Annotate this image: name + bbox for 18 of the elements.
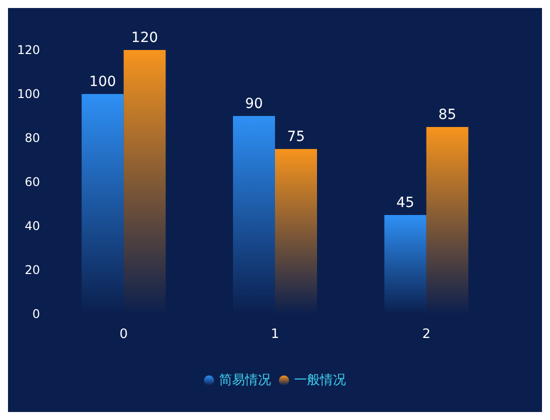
data-label: 75 xyxy=(287,129,305,145)
y-tick-label: 100 xyxy=(17,87,40,101)
legend-label: 一般情况 xyxy=(294,373,346,388)
y-tick-label: 60 xyxy=(24,175,40,189)
y-tick-label: 120 xyxy=(17,43,40,57)
legend-label: 简易情况 xyxy=(219,373,271,388)
x-tick-label: 1 xyxy=(270,327,280,342)
data-label: 90 xyxy=(245,96,263,112)
data-label: 100 xyxy=(89,74,116,90)
x-tick-label: 2 xyxy=(422,327,430,342)
y-tick-label: 20 xyxy=(24,263,40,277)
x-tick-label: 0 xyxy=(120,327,128,342)
data-label: 85 xyxy=(438,107,456,123)
y-tick-label: 40 xyxy=(24,219,40,233)
y-tick-label: 80 xyxy=(24,131,40,145)
data-label: 120 xyxy=(131,30,158,46)
data-label: 45 xyxy=(396,195,414,211)
y-tick-label: 0 xyxy=(32,307,40,321)
